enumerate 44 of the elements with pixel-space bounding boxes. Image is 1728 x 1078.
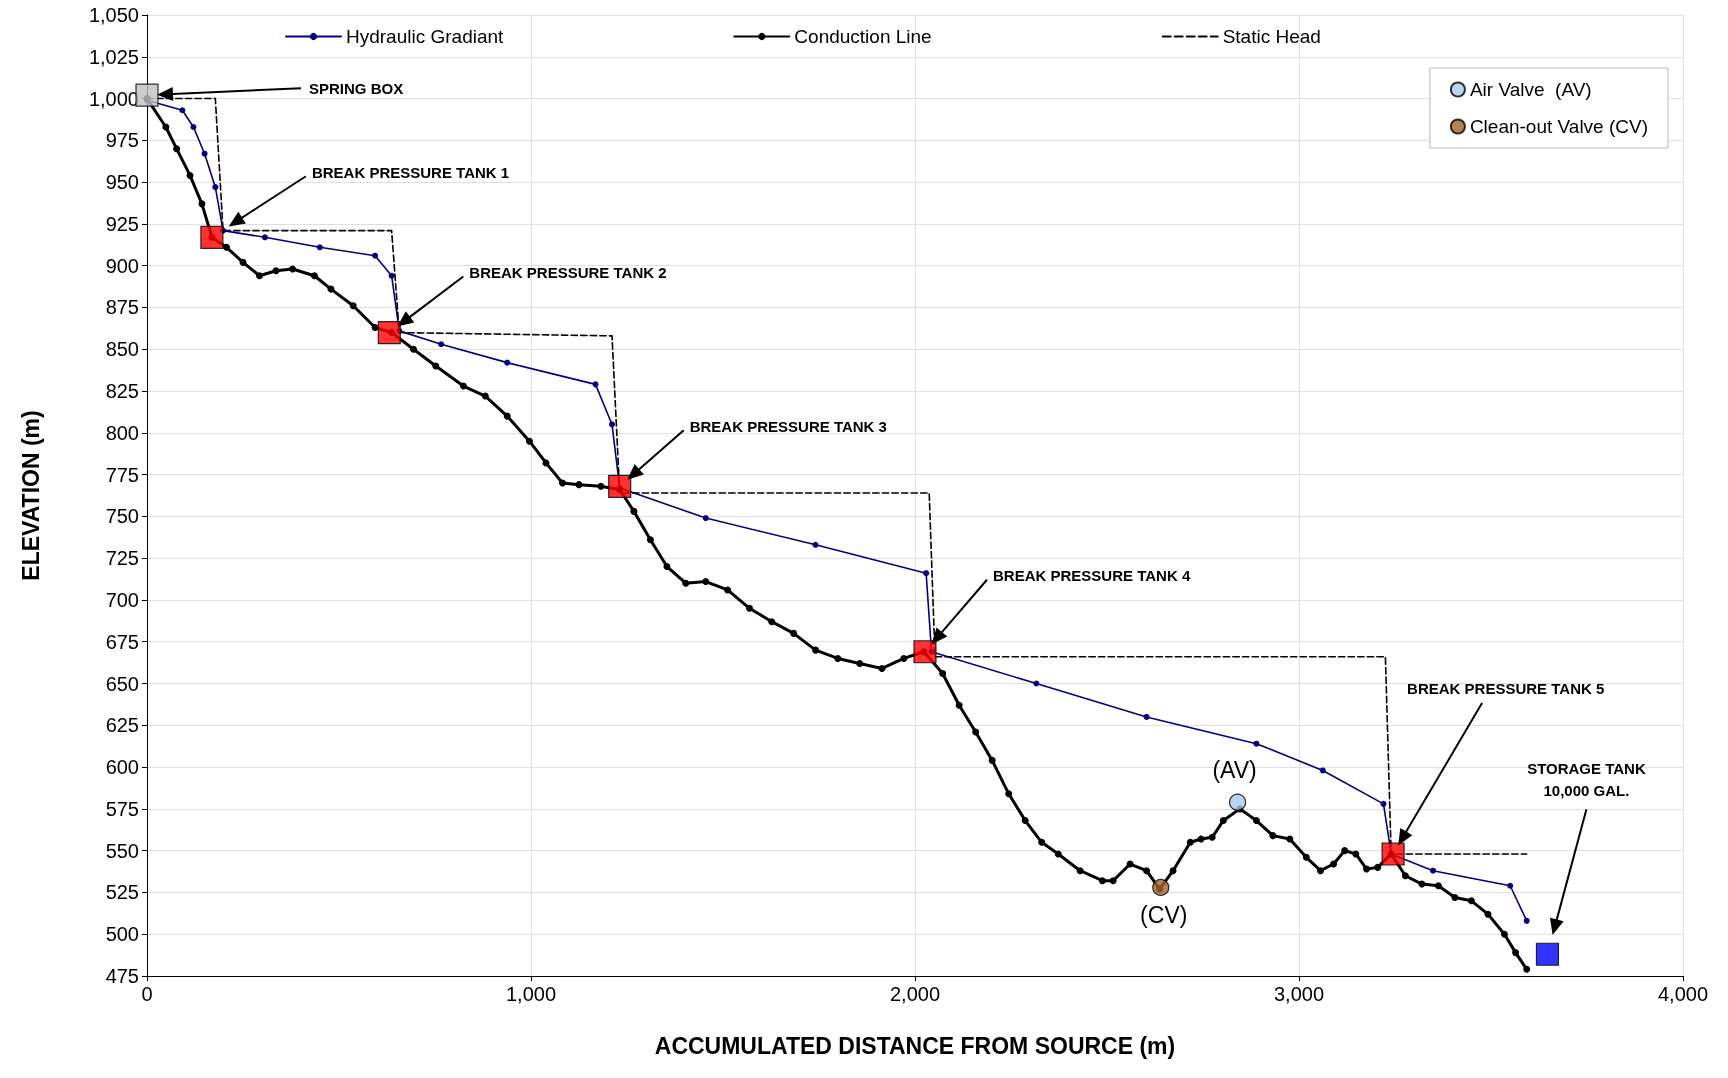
annotation: BREAK PRESSURE TANK 4	[992, 567, 1191, 585]
y-tick-label: 725	[105, 547, 139, 570]
y-tick-label: 650	[105, 672, 139, 695]
y-tick-label: 900	[105, 254, 139, 277]
y-tick-label: 625	[105, 714, 139, 737]
y-tick-label: 575	[105, 797, 139, 820]
legend-label: Air Valve (AV)	[1469, 79, 1592, 100]
legend-label: Conduction Line	[794, 26, 932, 47]
x-tick-label: 4,000	[1657, 983, 1709, 1005]
legend-label: Clean-out Valve (CV)	[1469, 116, 1648, 137]
y-tick-label: 975	[105, 129, 139, 152]
y-axis-title: ELEVATION (m)	[17, 410, 44, 581]
y-tick-label: 750	[105, 505, 139, 528]
y-tick-label: 775	[105, 463, 139, 486]
y-tick-label: 525	[105, 881, 139, 904]
annotation: SPRING BOX	[309, 79, 404, 97]
y-tick-label: 800	[105, 421, 139, 444]
annotation: STORAGE TANK 10,000 GAL.	[1527, 759, 1646, 799]
y-tick-label: 700	[105, 588, 139, 611]
y-tick-label: 600	[105, 756, 139, 779]
legend-label: Static Head	[1222, 26, 1321, 47]
x-tick-label: 0	[141, 983, 153, 1005]
annotation: BREAK PRESSURE TANK 3	[689, 417, 887, 435]
x-tick-label: 2,000	[889, 983, 941, 1005]
y-tick-label: 550	[105, 839, 139, 862]
y-tick-label: 825	[105, 380, 139, 403]
legend-label: Hydraulic Gradiant	[346, 26, 505, 47]
y-tick-label: 1,025	[88, 45, 139, 68]
annotation: BREAK PRESSURE TANK 2	[469, 264, 667, 282]
y-tick-label: 1,050	[88, 4, 139, 26]
x-tick-label: 3,000	[1273, 983, 1325, 1005]
annotation: BREAK PRESSURE TANK 5	[1407, 680, 1605, 698]
annotation: BREAK PRESSURE TANK 1	[311, 163, 510, 181]
annotation: (CV)	[1140, 902, 1188, 929]
y-tick-label: 475	[105, 965, 139, 987]
y-tick-label: 925	[105, 212, 139, 235]
y-tick-label: 850	[105, 338, 139, 361]
x-tick-label: 1,000	[505, 983, 557, 1005]
annotation: (AV)	[1212, 757, 1257, 784]
y-tick-label: 675	[105, 630, 139, 653]
y-tick-label: 875	[105, 296, 139, 319]
x-axis-title: ACCUMULATED DISTANCE FROM SOURCE (m)	[654, 1032, 1176, 1059]
y-tick-label: 500	[105, 923, 139, 946]
y-tick-label: 950	[105, 171, 139, 194]
